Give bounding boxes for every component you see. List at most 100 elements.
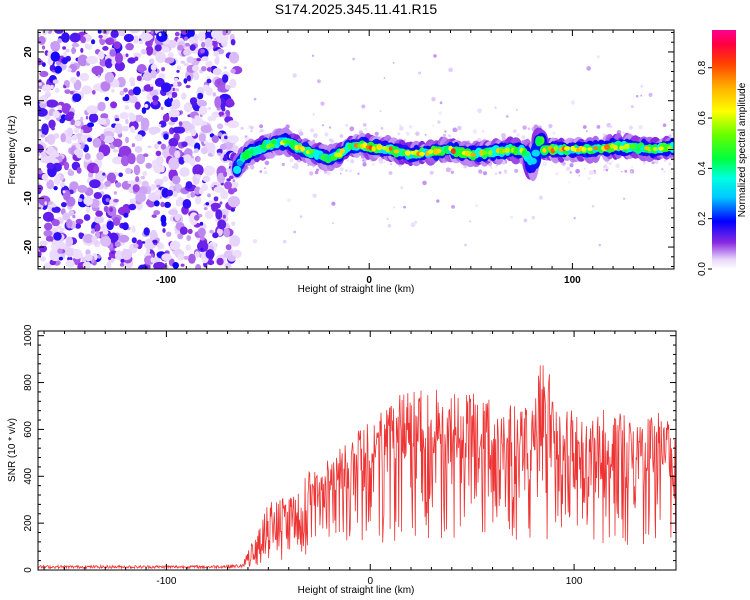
noise-speck	[172, 262, 179, 269]
noise-speck	[49, 111, 53, 117]
signal-region-speck	[510, 215, 514, 219]
noise-speck	[42, 211, 54, 222]
signal-region-speck	[362, 123, 367, 127]
noise-speck	[41, 84, 52, 92]
colorbar-gradient	[712, 30, 736, 269]
snr-background	[38, 331, 676, 570]
signal-region-speck	[504, 169, 507, 173]
signal-region-speck	[438, 111, 442, 115]
noise-speck	[67, 111, 75, 118]
noise-speck	[70, 118, 75, 126]
noise-speck	[205, 60, 213, 68]
noise-speck	[145, 40, 151, 47]
noise-speck	[189, 44, 196, 51]
signal-region-speck	[293, 230, 297, 234]
noise-speck	[63, 161, 70, 171]
trace-cell	[553, 145, 558, 152]
signal-region-speck	[442, 133, 446, 137]
y-tick-label: 400	[23, 467, 34, 484]
noise-speck	[68, 168, 72, 173]
noise-speck	[85, 206, 91, 213]
noise-speck	[198, 188, 204, 195]
noise-speck	[194, 214, 200, 221]
noise-speck	[71, 134, 78, 141]
colorbar-tick-label: 0.8	[697, 60, 708, 74]
noise-speck	[164, 201, 171, 208]
noise-speck	[53, 186, 58, 191]
noise-speck	[114, 123, 123, 135]
trace-cell	[271, 140, 277, 145]
signal-region-speck	[630, 105, 634, 108]
colorbar-tick-label: 0.4	[697, 161, 708, 175]
noise-speck	[207, 259, 215, 266]
signal-region-speck	[390, 163, 393, 166]
noise-speck	[211, 135, 219, 144]
noise-speck	[93, 215, 105, 224]
noise-speck	[138, 40, 144, 45]
signal-region-speck	[605, 169, 608, 172]
noise-speck	[52, 69, 55, 73]
signal-region-speck	[569, 171, 572, 174]
noise-speck	[207, 46, 212, 52]
noise-speck	[136, 75, 142, 82]
signal-region-speck	[477, 108, 482, 114]
noise-speck	[215, 209, 223, 220]
signal-region-speck	[622, 131, 625, 134]
noise-speck	[93, 165, 100, 174]
signal-region-speck	[310, 128, 315, 133]
noise-speck	[75, 218, 84, 225]
noise-speck	[93, 192, 103, 199]
signal-region-speck	[357, 172, 360, 175]
signal-region-speck	[668, 134, 672, 138]
noise-speck	[194, 196, 202, 205]
noise-speck	[150, 257, 155, 263]
signal-region-speck	[452, 127, 458, 133]
noise-speck	[86, 237, 92, 243]
noise-speck	[131, 225, 136, 231]
noise-speck	[186, 30, 195, 39]
noise-speck	[60, 181, 65, 188]
noise-speck	[65, 48, 70, 53]
noise-speck	[106, 261, 112, 269]
noise-speck	[198, 133, 206, 143]
noise-speck	[61, 32, 70, 43]
signal-region-speck	[317, 79, 321, 84]
noise-speck	[107, 256, 112, 260]
noise-speck	[74, 120, 81, 127]
noise-speck	[122, 125, 129, 132]
noise-speck	[229, 78, 237, 89]
noise-speck	[149, 58, 155, 65]
trace-cell	[308, 149, 314, 154]
noise-speck	[125, 43, 134, 51]
noise-speck	[66, 127, 74, 137]
noise-speck	[132, 184, 140, 193]
signal-region-speck	[292, 73, 297, 78]
noise-speck	[136, 153, 146, 165]
noise-speck	[73, 148, 83, 156]
noise-speck	[225, 98, 234, 107]
y-tick-label: -20	[23, 239, 34, 254]
noise-speck	[194, 148, 199, 154]
trace-cell	[527, 157, 533, 163]
noise-speck	[38, 251, 42, 257]
noise-speck	[178, 156, 185, 165]
noise-speck	[164, 57, 175, 64]
noise-speck	[223, 171, 228, 178]
noise-speck	[40, 151, 47, 158]
x-tick-label: 0	[367, 576, 373, 587]
signal-region-speck	[538, 195, 544, 200]
noise-speck	[62, 212, 71, 221]
noise-speck	[161, 253, 172, 262]
noise-speck	[119, 112, 129, 120]
noise-speck	[103, 135, 115, 144]
noise-speck	[76, 167, 82, 174]
noise-speck	[83, 197, 92, 205]
noise-speck	[229, 175, 234, 180]
signal-region-speck	[400, 186, 404, 190]
signal-region-speck	[457, 125, 462, 131]
signal-region-speck	[630, 170, 633, 173]
signal-region-speck	[415, 131, 420, 136]
noise-speck	[157, 141, 162, 145]
signal-region-speck	[380, 126, 384, 130]
